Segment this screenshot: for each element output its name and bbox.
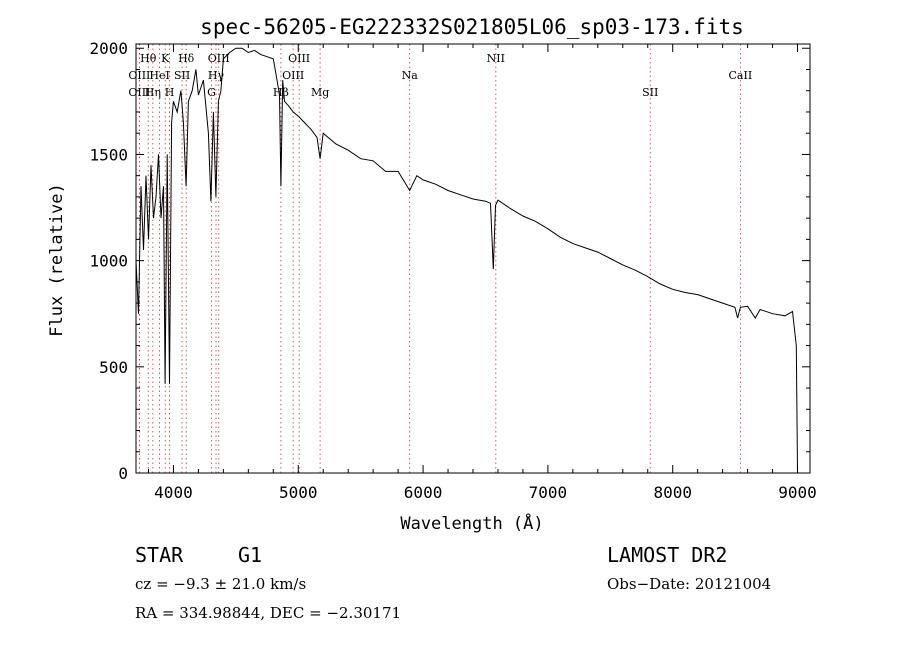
y-tick-label: 1000 <box>89 252 128 271</box>
line-marker-label: Hγ <box>208 69 225 82</box>
object-subclass: G1 <box>238 543 263 567</box>
x-tick-label: 6000 <box>404 483 443 502</box>
line-marker-label: Hβ <box>273 86 289 99</box>
line-marker-label: SII <box>174 69 190 82</box>
x-tick-label: 4000 <box>154 483 193 502</box>
line-marker-label: Na <box>402 69 419 82</box>
line-marker-label: K <box>161 52 170 65</box>
y-axis-label: Flux (relative) <box>47 183 67 337</box>
x-tick-label: 7000 <box>529 483 568 502</box>
spectrum-line <box>135 47 798 471</box>
x-tick-label: 5000 <box>279 483 318 502</box>
y-tick-label: 1500 <box>89 145 128 164</box>
line-marker-label: SII <box>642 86 658 99</box>
chart-title: spec-56205-EG222332S021805L06_sp03-173.f… <box>200 15 744 39</box>
y-tick-label: 0 <box>118 464 128 483</box>
x-axis-label: Wavelength (Å) <box>400 512 543 534</box>
line-marker-group <box>138 44 741 473</box>
line-marker-label: G <box>207 86 216 99</box>
line-marker-label: OIII <box>128 69 150 82</box>
line-marker-label: OIII <box>128 86 150 99</box>
line-marker-label: H <box>165 86 175 99</box>
y-tick-label: 2000 <box>89 39 128 58</box>
line-marker-label: Hδ <box>178 52 195 65</box>
line-marker-label: OIII <box>208 52 230 65</box>
survey-name: LAMOST DR2 <box>607 543 728 567</box>
x-axis-ticks: 4000 5000 6000 7000 8000 9000 <box>147 44 817 502</box>
line-marker-label: OIII <box>282 69 304 82</box>
line-marker-labels: HeIOIIIOIIIHθHηKHSIIHδGHγOIIIHβOIIIOIIIM… <box>128 52 752 99</box>
redshift-text: cz = −9.3 ± 21.0 km/s <box>135 575 307 593</box>
object-class: STAR <box>135 543 184 567</box>
x-tick-label: 8000 <box>653 483 692 502</box>
plot-frame <box>135 43 811 474</box>
line-marker-label: HeI <box>149 69 169 82</box>
line-marker-label: OIII <box>288 52 310 65</box>
y-axis-ticks: 0 500 1000 1500 2000 <box>89 39 810 483</box>
line-marker-label: Mg <box>311 86 329 99</box>
obs-date: Obs−Date: 20121004 <box>607 575 772 593</box>
line-marker-label: Hθ <box>140 52 157 65</box>
line-marker-label: Hη <box>145 86 161 99</box>
line-marker-label: NII <box>487 52 505 65</box>
line-marker-label: CaII <box>729 69 753 82</box>
y-tick-label: 500 <box>99 358 128 377</box>
coordinates-text: RA = 334.98844, DEC = −2.30171 <box>135 604 402 622</box>
x-tick-label: 9000 <box>778 483 817 502</box>
